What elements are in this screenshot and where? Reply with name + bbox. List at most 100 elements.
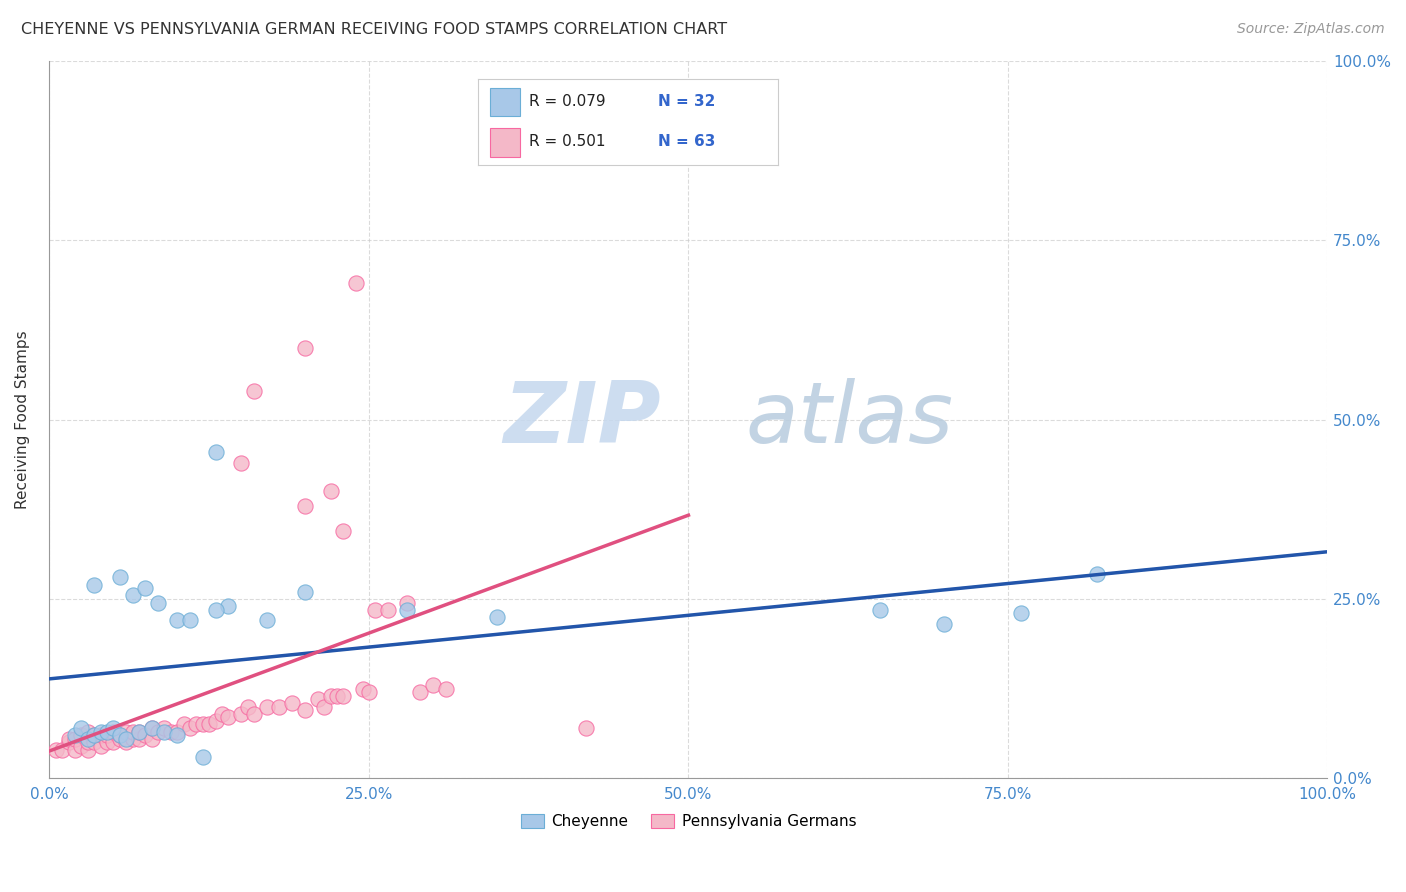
- Point: [115, 724, 138, 739]
- Point: [128, 731, 150, 746]
- Point: [96, 728, 118, 742]
- Point: [173, 717, 195, 731]
- Point: [869, 603, 891, 617]
- Point: [307, 692, 329, 706]
- Point: [575, 721, 598, 735]
- Point: [146, 724, 169, 739]
- Point: [166, 724, 188, 739]
- Point: [76, 724, 98, 739]
- Point: [191, 749, 214, 764]
- Point: [294, 703, 316, 717]
- Point: [134, 728, 156, 742]
- Point: [204, 445, 226, 459]
- Point: [58, 731, 80, 746]
- Point: [141, 731, 163, 746]
- Point: [76, 735, 98, 749]
- Point: [103, 721, 125, 735]
- Point: [179, 614, 201, 628]
- Point: [90, 724, 112, 739]
- Point: [90, 739, 112, 753]
- Point: [108, 728, 131, 742]
- Point: [256, 614, 278, 628]
- Point: [352, 681, 374, 696]
- Point: [364, 603, 387, 617]
- Point: [243, 384, 266, 398]
- Point: [153, 721, 176, 735]
- Point: [186, 717, 208, 731]
- Point: [58, 735, 80, 749]
- Point: [70, 728, 93, 742]
- Point: [422, 678, 444, 692]
- Point: [70, 739, 93, 753]
- Point: [76, 731, 98, 746]
- Point: [1087, 566, 1109, 581]
- Text: ZIP: ZIP: [503, 378, 661, 461]
- Point: [204, 714, 226, 728]
- Point: [319, 689, 342, 703]
- Point: [217, 599, 239, 614]
- Point: [434, 681, 457, 696]
- Point: [115, 735, 138, 749]
- Text: CHEYENNE VS PENNSYLVANIA GERMAN RECEIVING FOOD STAMPS CORRELATION CHART: CHEYENNE VS PENNSYLVANIA GERMAN RECEIVIN…: [21, 22, 727, 37]
- Point: [83, 728, 105, 742]
- Point: [485, 610, 508, 624]
- Point: [396, 595, 419, 609]
- Point: [128, 724, 150, 739]
- Point: [141, 721, 163, 735]
- Point: [294, 341, 316, 355]
- Point: [344, 277, 367, 291]
- Point: [269, 699, 291, 714]
- Point: [198, 717, 221, 731]
- Point: [326, 689, 349, 703]
- Text: atlas: atlas: [747, 378, 953, 461]
- Point: [63, 731, 86, 746]
- Point: [377, 603, 399, 617]
- Text: Source: ZipAtlas.com: Source: ZipAtlas.com: [1237, 22, 1385, 37]
- Point: [179, 721, 201, 735]
- Point: [231, 456, 253, 470]
- Point: [83, 577, 105, 591]
- Point: [70, 721, 93, 735]
- Point: [115, 731, 138, 746]
- Legend: Cheyenne, Pennsylvania Germans: Cheyenne, Pennsylvania Germans: [515, 808, 862, 835]
- Point: [211, 706, 233, 721]
- Point: [108, 728, 131, 742]
- Point: [1010, 607, 1032, 621]
- Point: [294, 584, 316, 599]
- Point: [121, 724, 143, 739]
- Point: [231, 706, 253, 721]
- Point: [256, 699, 278, 714]
- Point: [153, 724, 176, 739]
- Point: [63, 742, 86, 756]
- Point: [236, 699, 259, 714]
- Point: [63, 728, 86, 742]
- Point: [108, 731, 131, 746]
- Point: [128, 724, 150, 739]
- Point: [96, 735, 118, 749]
- Point: [76, 742, 98, 756]
- Point: [121, 588, 143, 602]
- Point: [96, 724, 118, 739]
- Point: [932, 617, 955, 632]
- Point: [121, 731, 143, 746]
- Point: [204, 603, 226, 617]
- Point: [396, 603, 419, 617]
- Point: [108, 570, 131, 584]
- Point: [332, 689, 354, 703]
- Point: [141, 721, 163, 735]
- Point: [103, 724, 125, 739]
- Point: [217, 710, 239, 724]
- Point: [103, 735, 125, 749]
- Y-axis label: Receiving Food Stamps: Receiving Food Stamps: [15, 330, 30, 509]
- Point: [90, 728, 112, 742]
- Point: [51, 742, 73, 756]
- Point: [83, 728, 105, 742]
- Point: [243, 706, 266, 721]
- Point: [409, 685, 432, 699]
- Point: [45, 742, 67, 756]
- Point: [146, 595, 169, 609]
- Point: [191, 717, 214, 731]
- Point: [281, 696, 304, 710]
- Point: [319, 484, 342, 499]
- Point: [166, 728, 188, 742]
